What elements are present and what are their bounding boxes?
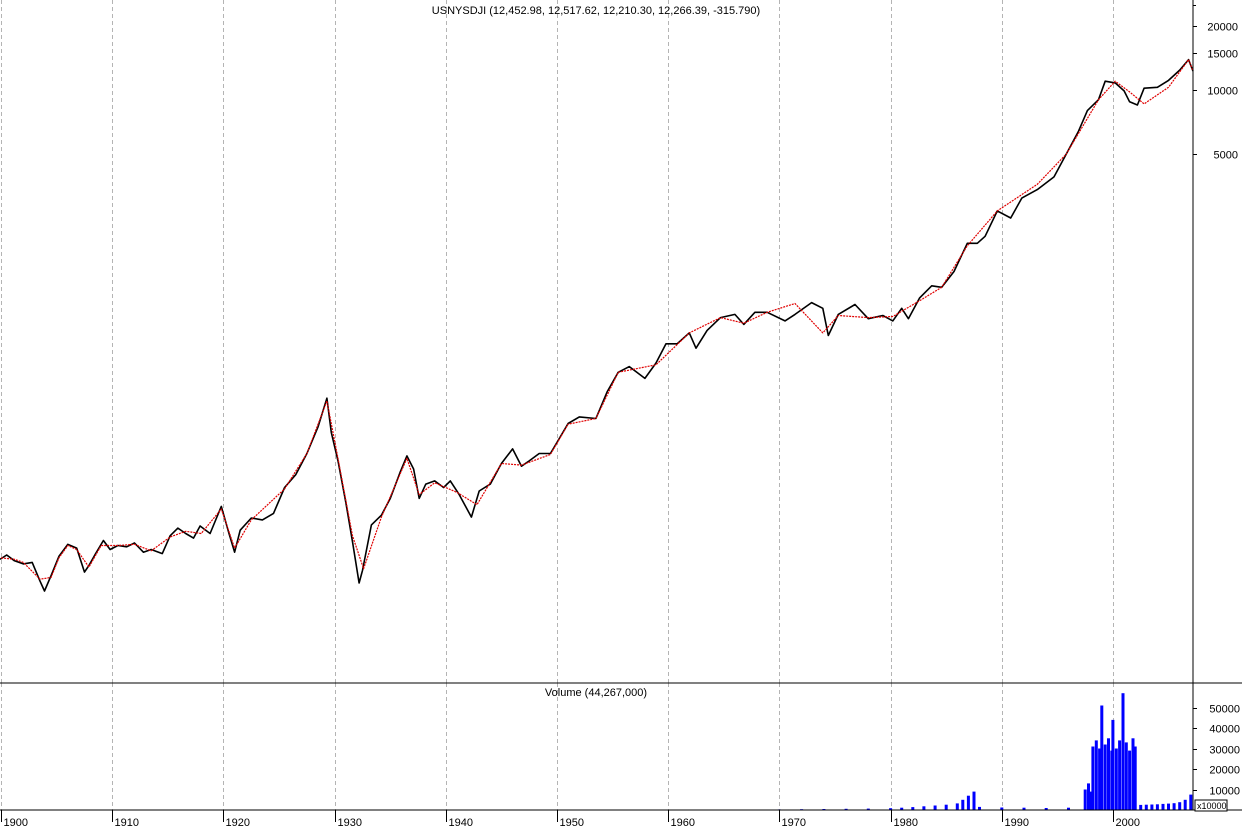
volume-bar	[1087, 783, 1090, 810]
volume-bar	[1098, 748, 1102, 810]
volume-y-axis: 50000 40000 30000 20000 10000	[1193, 704, 1240, 798]
volume-bar	[1089, 791, 1093, 810]
x-tick-label: 1930	[338, 817, 362, 829]
volume-bar	[1118, 740, 1122, 810]
volume-bars	[777, 693, 1193, 811]
y-tick-label: 20000	[1207, 22, 1238, 34]
x-tick-label: 2000	[1116, 817, 1140, 829]
price-chart-title: USNYSDJI (12,452.98, 12,517.62, 12,210.3…	[432, 5, 760, 17]
volume-bar	[978, 806, 981, 810]
volume-bar	[1091, 746, 1095, 810]
volume-bar	[1022, 807, 1026, 810]
volume-bar	[972, 791, 976, 810]
volume-bar	[1172, 803, 1176, 810]
volume-bar	[955, 803, 959, 810]
x-tick-label: 1960	[671, 817, 695, 829]
volume-tick-label: 30000	[1209, 745, 1240, 757]
volume-bar	[1167, 803, 1170, 810]
volume-bar	[911, 807, 915, 810]
volume-bar	[1139, 804, 1143, 810]
volume-bar	[1131, 738, 1135, 810]
volume-bar	[961, 799, 965, 810]
x-axis: 1900 1910 1920 1930 1940 1950 1960 1970 1980 1990…	[1, 810, 1140, 829]
x-tick-label: 1910	[115, 817, 139, 829]
price-series-line	[0, 58, 1194, 592]
volume-tick-label: 40000	[1209, 724, 1240, 736]
volume-bar	[1183, 799, 1187, 810]
volume-bar	[922, 806, 926, 810]
x-tick-label: 1970	[782, 817, 806, 829]
volume-bar	[966, 795, 970, 810]
price-grid	[1, 0, 1114, 683]
volume-bar	[1133, 746, 1137, 810]
volume-bar	[889, 808, 893, 810]
volume-bar	[1000, 807, 1004, 810]
y-tick-label: 10000	[1207, 86, 1238, 98]
volume-bar	[866, 808, 870, 810]
volume-tick-label: 50000	[1209, 704, 1240, 716]
volume-bar	[1067, 807, 1070, 810]
x-tick-label: 1990	[1005, 817, 1029, 829]
moving-average-line	[1, 58, 1194, 580]
volume-tick-label: 10000	[1209, 786, 1240, 798]
volume-bar	[1121, 693, 1125, 810]
volume-bar	[1107, 738, 1110, 810]
volume-bar	[1161, 803, 1165, 810]
volume-bar	[1094, 740, 1098, 810]
volume-bar	[1103, 744, 1107, 810]
price-series	[0, 58, 1194, 592]
x-tick-label: 1940	[449, 817, 473, 829]
volume-bar	[1083, 789, 1087, 810]
y-tick-label: 15000	[1207, 49, 1238, 61]
volume-bar	[1189, 794, 1193, 810]
volume-bar	[844, 808, 848, 810]
volume-bar	[1155, 804, 1159, 810]
price-y-axis: 20000 15000 10000 5000	[1193, 5, 1238, 162]
x-tick-label: 1920	[226, 817, 250, 829]
volume-bar	[1044, 808, 1048, 810]
volume-bar	[1100, 705, 1104, 810]
volume-chart-title: Volume (44,267,000)	[545, 687, 647, 699]
volume-bar	[1124, 742, 1128, 810]
volume-bar	[1144, 804, 1148, 810]
volume-bar	[1178, 802, 1182, 810]
volume-bar	[900, 807, 904, 810]
volume-bar	[1150, 804, 1154, 810]
volume-tick-label: 20000	[1209, 765, 1240, 777]
volume-unit-label: x10000	[1197, 801, 1227, 811]
x-tick-label: 1900	[4, 817, 28, 829]
volume-bar	[933, 805, 937, 810]
volume-bar	[944, 804, 948, 810]
volume-bar	[1128, 750, 1132, 810]
volume-bar	[1111, 719, 1115, 810]
y-tick-label: 5000	[1214, 150, 1238, 162]
volume-unit-box	[1194, 799, 1228, 812]
volume-bar	[1114, 748, 1118, 810]
x-tick-label: 1980	[894, 817, 918, 829]
x-tick-label: 1950	[560, 817, 584, 829]
